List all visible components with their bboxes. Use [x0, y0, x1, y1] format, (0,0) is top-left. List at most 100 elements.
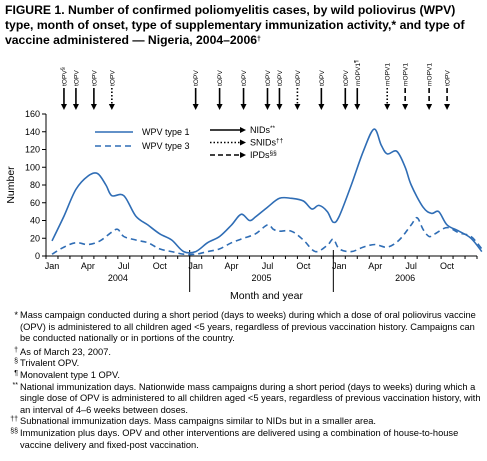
legend-activity-mark: §§ — [270, 150, 278, 157]
x-tick-label: Oct — [440, 261, 455, 271]
legend-activity-mark: ** — [270, 125, 276, 132]
series-line-wpv1 — [51, 128, 483, 254]
activity-arrow-head — [108, 104, 115, 110]
footnote: †† Subnational immunization days. Mass ca… — [5, 416, 483, 428]
activity-label: tOPV — [217, 70, 224, 86]
footnote: † As of March 23, 2007. — [5, 347, 483, 359]
footnote-text: As of March 23, 2007. — [20, 346, 111, 357]
footnotes: * Mass campaign conducted during a short … — [5, 310, 483, 451]
footnote-text: Monovalent type 1 OPV. — [20, 369, 120, 380]
activity-label: tOPV — [109, 70, 116, 86]
legend-activity-arrowhead — [240, 127, 246, 133]
y-tick-label: 40 — [30, 216, 40, 226]
footnote-text: Mass campaign conducted during a short p… — [20, 310, 476, 344]
footnote: §§ Immunization plus days. OPV and other … — [5, 428, 483, 451]
legend-activity-arrowhead — [240, 139, 246, 146]
legend-activity-label: SNIDs†† — [250, 138, 284, 148]
activity-arrow-head — [240, 104, 247, 110]
year-label: 2005 — [251, 273, 271, 283]
year-label: 2006 — [395, 273, 415, 283]
cases-chart: 0 20 40 60 80 100 120 140 160 Number Jan Apr Jul Oct J… — [5, 60, 483, 302]
activity-label: tOPV — [91, 70, 98, 86]
activity-label: tOPV — [241, 70, 248, 86]
legend-label-wpv3: WPV type 3 — [142, 141, 190, 151]
activity-label: tOPV — [319, 70, 326, 86]
y-tick-label: 0 — [35, 251, 40, 261]
activity-arrow-head — [426, 104, 433, 110]
x-tick-label: Apr — [225, 261, 239, 271]
footnote-text: National immunization days. Nationwide m… — [20, 381, 481, 415]
year-label: 2004 — [108, 273, 128, 283]
legend-activity-label: IPDs§§ — [250, 150, 277, 160]
activity-arrow-head — [384, 104, 391, 110]
footnote: § Trivalent OPV. — [5, 358, 483, 370]
activity-label: tOPV — [277, 70, 284, 86]
activity-label: tOPV — [445, 70, 452, 86]
footnote-mark: ** — [5, 382, 18, 394]
footnote: ** National immunization days. Nationwide… — [5, 382, 483, 417]
y-tick-label: 60 — [30, 198, 40, 208]
figure-title-text: FIGURE 1. Number of confirmed poliomyeli… — [5, 3, 465, 47]
footnote-text: Immunization plus days. OPV and other in… — [20, 427, 459, 450]
figure-title: FIGURE 1. Number of confirmed poliomyeli… — [5, 3, 483, 48]
footnote-mark-sup: ** — [12, 381, 18, 389]
activity-label-mark: § — [60, 67, 66, 70]
y-tick-label: 160 — [25, 109, 40, 119]
activity-label: tOPV — [295, 70, 302, 86]
footnote-mark-sup: § — [14, 358, 18, 366]
footnote-mark-sup: †† — [10, 416, 18, 424]
x-axis-title: Month and year — [230, 290, 303, 302]
footnote-mark: * — [14, 310, 18, 320]
y-tick-label: 120 — [25, 145, 40, 155]
activity-label: tOPV — [193, 70, 200, 86]
footnote-mark: †† — [5, 416, 18, 428]
y-tick-label: 80 — [30, 180, 40, 190]
activity-arrow-head — [216, 104, 223, 110]
x-tick-label: Jul — [405, 261, 417, 271]
activity-label: mOPV1 — [427, 63, 434, 86]
y-tick-label: 140 — [25, 127, 40, 137]
activity-arrow-head — [72, 104, 79, 110]
footnote-text: Trivalent OPV. — [20, 358, 80, 369]
footnote-text: Subnational immunization days. Mass camp… — [20, 416, 377, 427]
y-axis-title: Number — [5, 166, 17, 204]
footnote-mark-sup: † — [14, 346, 18, 354]
x-tick-label: Jan — [188, 261, 203, 271]
activity-label-mark: ¶ — [354, 60, 360, 63]
activity-arrow-head — [294, 104, 301, 110]
x-tick-label: Jul — [118, 261, 130, 271]
activity-arrow-head — [264, 104, 271, 110]
activity-arrow-head — [402, 104, 409, 110]
x-tick-label: Jul — [262, 261, 274, 271]
activity-arrow-head — [60, 104, 67, 110]
y-tick-label: 20 — [30, 233, 40, 243]
x-tick-label: Apr — [81, 261, 95, 271]
footnote: * Mass campaign conducted during a short … — [5, 310, 483, 345]
x-tick-label: Oct — [153, 261, 168, 271]
legend-activity-label: NIDs** — [250, 125, 276, 135]
footnote-mark-sup: ¶ — [14, 369, 18, 377]
footnote-mark: §§ — [5, 428, 18, 440]
activity-arrow-head — [192, 104, 199, 110]
activity-arrow-head — [90, 104, 97, 110]
legend-activity-mark: †† — [276, 138, 284, 145]
activity-arrow-head — [342, 104, 349, 110]
title-footnote-mark: † — [257, 36, 261, 43]
footnote: ¶ Monovalent type 1 OPV. — [5, 370, 483, 382]
x-tick-label: Apr — [368, 261, 382, 271]
footnote-mark: § — [5, 358, 18, 370]
footnote-mark-sup: §§ — [10, 427, 18, 435]
activity-label: tOPV — [265, 70, 272, 86]
activity-arrow-head — [318, 104, 325, 110]
x-tick-label: Oct — [296, 261, 311, 271]
activity-label: mOPV1 — [403, 63, 410, 86]
activity-label: mOPV1 — [385, 63, 392, 86]
activity-label: tOPV — [343, 70, 350, 86]
activity-arrow-head — [276, 104, 283, 110]
series-line-wpv3 — [51, 216, 483, 256]
activity-arrow-head — [444, 104, 451, 110]
y-tick-label: 100 — [25, 162, 40, 172]
footnote-mark: ¶ — [5, 370, 18, 382]
footnote-mark: † — [5, 347, 18, 359]
x-tick-label: Jan — [332, 261, 347, 271]
